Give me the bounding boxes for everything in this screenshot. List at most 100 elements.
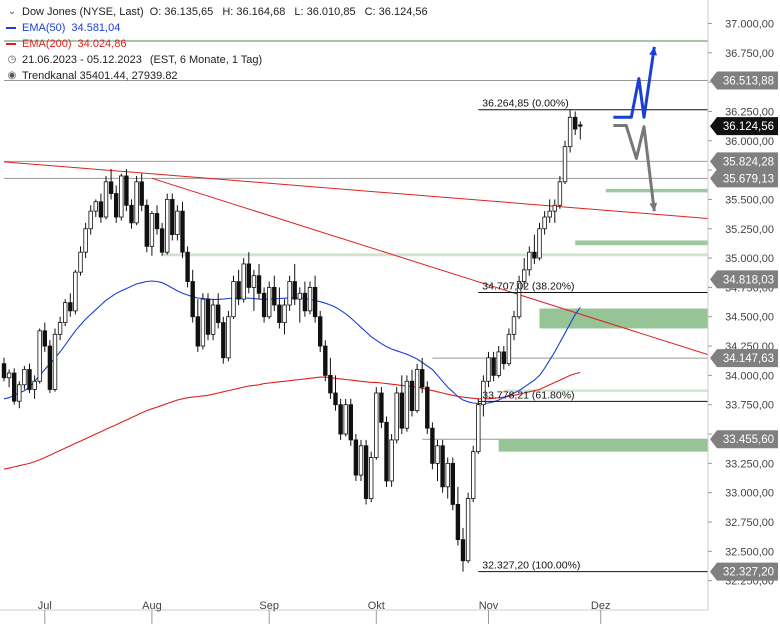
candle-body	[317, 316, 323, 347]
legend-period-row: ◷ 21.06.2023 - 05.12.2023 (EST, 6 Monate…	[6, 52, 428, 68]
candle-34	[175, 205, 180, 241]
price-tag-label-1: 36.124,56	[723, 121, 774, 133]
candle-86	[440, 439, 445, 493]
legend-ema200-row[interactable]: EMA(200) 34.024,86	[6, 36, 428, 52]
candle-12	[63, 299, 68, 327]
candle-body	[297, 292, 302, 300]
candle-93	[476, 398, 481, 454]
candle-body	[414, 369, 420, 411]
candle-body	[83, 228, 88, 253]
candle-body	[11, 372, 17, 402]
low-value: L: 36.010,85	[294, 6, 356, 18]
candle-body	[455, 504, 461, 541]
candle-body	[333, 392, 338, 406]
price-tag-bg-0	[710, 71, 778, 90]
y-tick-label-5: 33.250,00	[725, 458, 774, 470]
candle-body	[547, 210, 552, 218]
candle-body	[573, 116, 578, 130]
projection-arrowhead-1	[649, 202, 658, 212]
candle-body	[511, 316, 517, 335]
candle-33	[170, 193, 175, 241]
candle-78	[399, 375, 404, 435]
candle-23	[119, 173, 124, 221]
candle-64	[328, 357, 333, 399]
candle-108	[552, 199, 557, 223]
high-value: H: 36.164,68	[222, 6, 286, 18]
candle-32	[164, 193, 170, 255]
horizontal-levels	[4, 40, 708, 440]
candle-92	[470, 445, 476, 503]
y-tick-label-20: 37.000,00	[725, 18, 774, 30]
candle-52	[266, 281, 272, 320]
candle-113	[578, 121, 583, 140]
candle-body	[164, 199, 170, 253]
candle-53	[272, 275, 277, 311]
candle-body	[108, 181, 114, 194]
candle-61	[312, 275, 318, 323]
candle-body	[119, 175, 124, 218]
candle-44	[226, 310, 231, 362]
candle-112	[573, 111, 578, 135]
y-tick-label-2: 32.500,00	[725, 546, 774, 558]
zone-1	[575, 240, 708, 246]
candle-body	[256, 275, 262, 294]
candle-41	[210, 299, 216, 341]
candle-body	[277, 304, 282, 323]
collapse-chevron-icon[interactable]: ⌄	[7, 6, 17, 17]
price-tag-bg-2	[710, 152, 778, 171]
candle-107	[547, 199, 552, 223]
legend-instrument-row: ⌄ Dow Jones (NYSE, Last) O: 36.135,65 H:…	[6, 4, 428, 20]
candle-102	[522, 258, 527, 288]
close-value: C: 36.124,56	[364, 6, 428, 18]
y-tick-label-14: 35.500,00	[725, 194, 774, 206]
candle-body	[6, 372, 12, 379]
y-tick-label-19: 36.750,00	[725, 48, 774, 60]
candle-body	[88, 210, 93, 230]
projection-path-0	[613, 46, 656, 119]
candle-111	[567, 109, 573, 153]
candle-body	[114, 193, 119, 218]
candle-87	[445, 457, 450, 499]
candle-body	[338, 404, 343, 435]
candle-body	[287, 281, 292, 306]
projection-path-1	[613, 124, 656, 212]
candle-68	[348, 398, 353, 446]
candle-body	[542, 216, 547, 230]
candle-body	[68, 302, 73, 312]
candle-6	[32, 375, 37, 399]
candle-body	[567, 116, 573, 148]
zone-0	[162, 253, 709, 257]
candle-76	[389, 434, 394, 487]
projection-arrowhead-0	[649, 46, 657, 56]
legend-ema50-row[interactable]: EMA(50) 34.581,04	[6, 20, 428, 36]
candle-56	[287, 275, 292, 311]
candle-body	[312, 287, 318, 318]
candle-body	[323, 345, 328, 376]
candle-110	[562, 140, 568, 185]
trendline-upper	[3, 161, 709, 220]
candle-body	[42, 330, 47, 347]
candle-body	[379, 392, 384, 423]
candle-body	[149, 213, 155, 247]
candle-83	[425, 381, 430, 435]
candle-49	[251, 269, 257, 311]
candle-5	[27, 363, 32, 393]
candle-body	[409, 380, 415, 411]
candle-body	[73, 271, 78, 312]
candle-body	[496, 351, 501, 376]
candle-36	[185, 246, 190, 288]
price-tag-bg-1	[710, 117, 778, 136]
candle-body	[32, 380, 37, 390]
candle-29	[149, 211, 155, 256]
time-axis: Jul Aug Sep Okt Nov Dez	[0, 600, 708, 624]
fib-label-3: 32.327,20 (100.00%)	[482, 560, 580, 572]
candle-80	[409, 369, 415, 417]
candle-30	[154, 205, 160, 235]
candle-72	[368, 451, 374, 503]
fibonacci-levels: 36.264,85 (0.00%) 34.707,02 (38.20%) 33.77…	[478, 98, 708, 573]
candle-body	[210, 304, 216, 335]
trendlines	[3, 161, 709, 356]
candle-body	[98, 201, 104, 218]
legend-trendchannel-row[interactable]: ◉ Trendkanal 35401.44, 27939.82	[6, 68, 428, 84]
candle-body	[37, 330, 42, 382]
